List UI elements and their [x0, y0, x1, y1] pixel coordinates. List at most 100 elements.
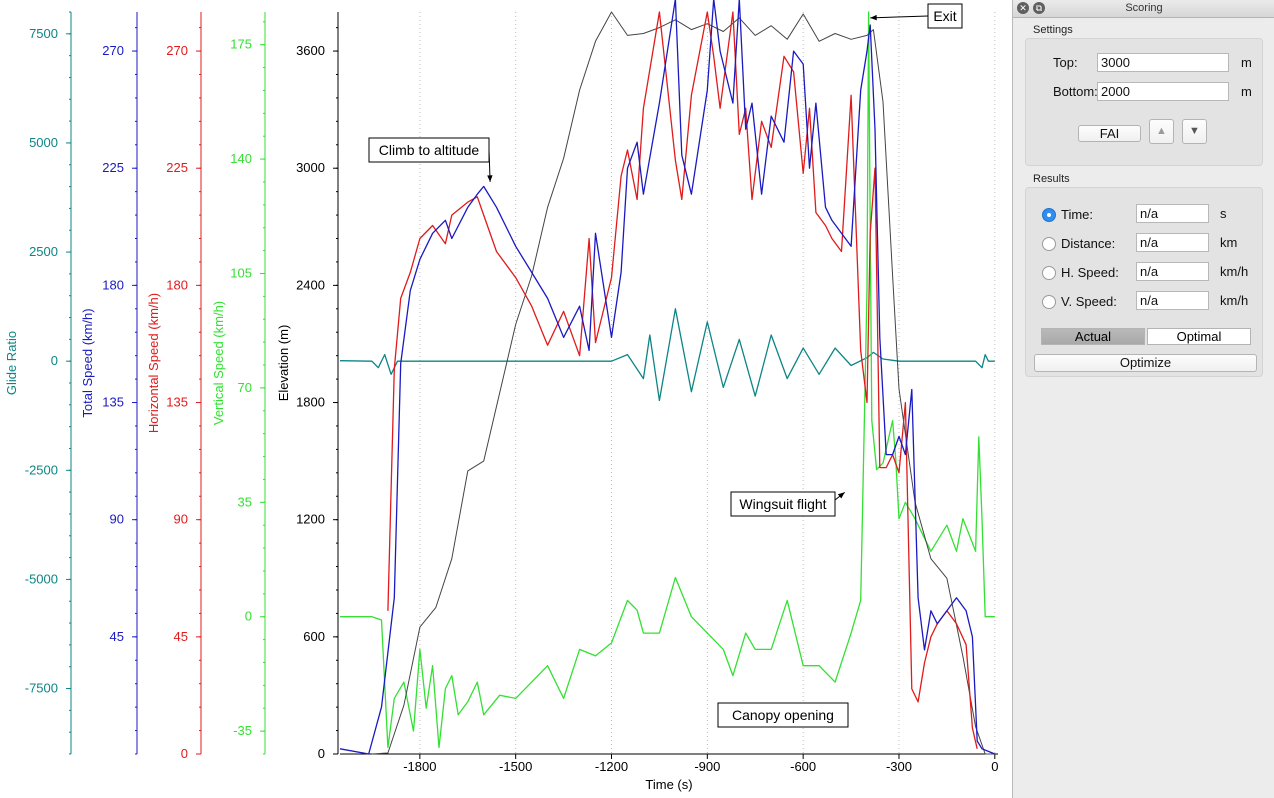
close-icon[interactable]: ✕ [1017, 2, 1029, 14]
tick-label-vert-1: 0 [245, 609, 252, 624]
tick-label-total-2: 135 [102, 395, 124, 410]
tick-label-glide-3: 0 [51, 353, 58, 368]
axis-title-horiz: Horizontal Speed (km/h) [146, 293, 161, 433]
annotation-arrowhead-2 [837, 492, 845, 499]
annotation-arrowhead-1 [487, 175, 493, 182]
tick-label-glide-4: 2500 [29, 244, 58, 259]
annotation-label-0: Exit [933, 8, 956, 24]
distance-unit: km [1220, 235, 1238, 250]
optimize-button[interactable]: Optimize [1034, 354, 1257, 372]
distance-label: Distance: [1061, 236, 1116, 251]
annotation-label-2: Wingsuit flight [739, 496, 826, 512]
tick-label-glide-0: -7500 [25, 681, 58, 696]
panel-title: Scoring [1125, 2, 1163, 14]
tick-label-vert-3: 70 [238, 380, 252, 395]
tick-label-total-5: 270 [102, 43, 124, 58]
tick-label-elev-5: 3000 [296, 160, 325, 175]
top-unit: m [1241, 55, 1252, 70]
tick-label-horiz-3: 135 [166, 395, 188, 410]
tick-label-elev-3: 1800 [296, 395, 325, 410]
axis-title-glide: Glide Ratio [4, 331, 19, 395]
x-tick-label-6: 0 [991, 759, 998, 774]
tick-label-vert-0: -35 [233, 723, 252, 738]
tick-label-glide-6: 7500 [29, 26, 58, 41]
series-total-speed [339, 0, 996, 755]
v-speed-value: n/a [1136, 291, 1209, 310]
x-tick-label-2: -1200 [595, 759, 628, 774]
tick-label-horiz-2: 90 [174, 512, 188, 527]
v-speed-radio[interactable] [1042, 295, 1056, 309]
time-unit: s [1220, 206, 1227, 221]
axis-title-vert: Vertical Speed (km/h) [211, 301, 226, 425]
series-elevation [371, 11, 995, 755]
annotation-box-0 [927, 3, 963, 29]
axis-title-total: Total Speed (km/h) [80, 308, 95, 417]
bottom-unit: m [1241, 84, 1252, 99]
tick-label-elev-4: 2400 [296, 277, 325, 292]
tick-label-total-1: 90 [110, 512, 124, 527]
h-speed-value: n/a [1136, 262, 1209, 281]
series-glide-ratio [339, 308, 995, 402]
tick-label-glide-2: -2500 [25, 462, 58, 477]
tick-label-horiz-5: 225 [166, 160, 188, 175]
bottom-label: Bottom: [1053, 84, 1098, 99]
annotation-arrowhead-0 [870, 14, 877, 21]
distance-value: n/a [1136, 233, 1209, 252]
float-icon[interactable]: ⧉ [1033, 2, 1045, 14]
tick-label-horiz-0: 0 [181, 746, 188, 761]
tick-label-vert-5: 140 [230, 151, 252, 166]
tick-label-horiz-4: 180 [166, 277, 188, 292]
h-speed-radio[interactable] [1042, 266, 1056, 280]
tick-label-vert-6: 175 [230, 37, 252, 52]
results-group-label: Results [1033, 173, 1070, 185]
time-value: n/a [1136, 204, 1209, 223]
annotation-leader-0 [870, 15, 929, 19]
scoring-panel: ✕ ⧉ Scoring Settings Top: 3000 m Bottom:… [1012, 0, 1274, 798]
tick-label-horiz-1: 45 [174, 629, 188, 644]
tick-label-elev-2: 1200 [296, 512, 325, 527]
tick-label-glide-5: 5000 [29, 135, 58, 150]
x-tick-label-4: -600 [790, 759, 816, 774]
tick-label-vert-4: 105 [230, 265, 252, 280]
actual-toggle[interactable]: Actual [1041, 328, 1145, 345]
time-radio[interactable] [1042, 208, 1056, 222]
settings-group-label: Settings [1033, 24, 1073, 36]
optimal-toggle[interactable]: Optimal [1147, 328, 1251, 345]
axis-title-elev: Elevation (m) [276, 325, 291, 402]
panel-titlebar: ✕ ⧉ Scoring [1013, 0, 1274, 18]
tick-label-glide-1: -5000 [25, 571, 58, 586]
h-speed-label: H. Speed: [1061, 265, 1119, 280]
down-arrow-button[interactable]: ▼ [1182, 119, 1207, 144]
tick-label-total-3: 180 [102, 277, 124, 292]
x-tick-label-0: -1800 [403, 759, 436, 774]
tick-label-elev-0: 0 [318, 746, 325, 761]
bottom-input[interactable]: 2000 [1097, 82, 1229, 101]
x-tick-label-1: -1500 [499, 759, 532, 774]
top-label: Top: [1053, 55, 1078, 70]
tick-label-elev-6: 3600 [296, 43, 325, 58]
down-arrow-icon: ▼ [1189, 125, 1200, 137]
chart-area[interactable]: -7500 -5000 -2500 0 2500 5000 7500 Glide Ratio 4… [0, 0, 1012, 798]
series-horizontal-speed [387, 11, 978, 749]
time-label: Time: [1061, 207, 1094, 222]
up-arrow-button[interactable]: ▲ [1149, 119, 1174, 144]
x-tick-label-3: -900 [694, 759, 720, 774]
x-axis-title: Time (s) [645, 777, 692, 792]
annotation-label-3: Canopy opening [732, 707, 834, 723]
top-input[interactable]: 3000 [1097, 53, 1229, 72]
method-select-button[interactable]: FAI [1078, 125, 1141, 142]
tick-label-total-0: 45 [110, 629, 124, 644]
annotation-box-3 [717, 702, 849, 728]
v-speed-label: V. Speed: [1061, 294, 1117, 309]
annotation-label-1: Climb to altitude [379, 142, 480, 158]
tick-label-horiz-6: 270 [166, 43, 188, 58]
tick-label-total-4: 225 [102, 160, 124, 175]
distance-radio[interactable] [1042, 237, 1056, 251]
up-arrow-icon: ▲ [1156, 125, 1167, 137]
series-vertical-speed [340, 11, 995, 749]
annotation-box-2 [730, 491, 836, 517]
tick-label-elev-1: 600 [303, 629, 325, 644]
x-tick-label-5: -300 [886, 759, 912, 774]
tick-label-vert-2: 35 [238, 494, 252, 509]
annotation-box-1 [368, 137, 490, 163]
